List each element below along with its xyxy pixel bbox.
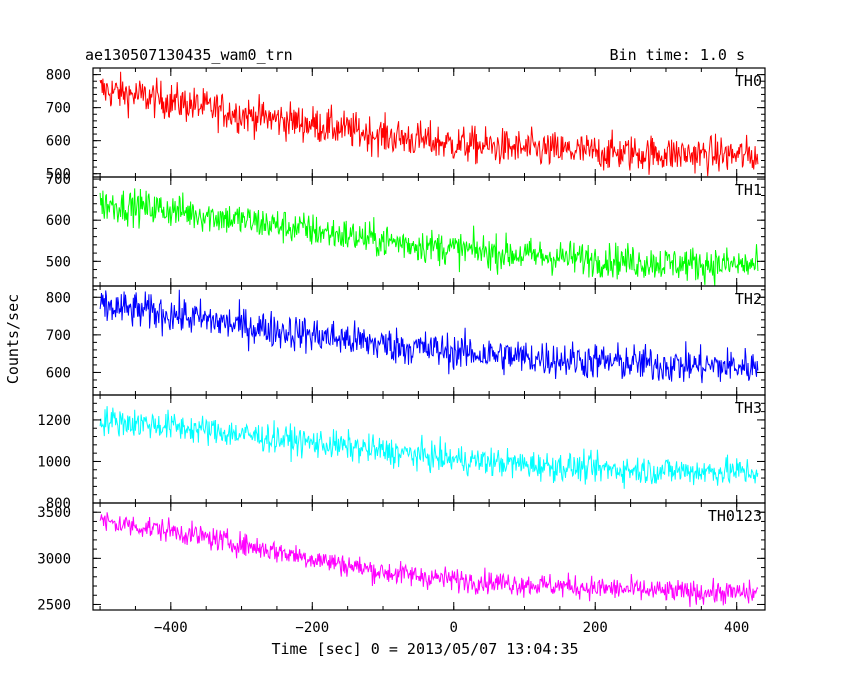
y-tick-label: 600 [46, 213, 71, 229]
panel-th1: 500 600 700 TH1 [46, 172, 766, 287]
panel-th3: 800 1000 1200 TH3 [37, 394, 766, 512]
y-tick-label: 1000 [37, 454, 71, 470]
y-tick-label: 3000 [37, 551, 71, 567]
x-tick-label: 400 [724, 620, 749, 636]
y-tick-label: 700 [46, 172, 71, 188]
series-th1 [99, 188, 759, 286]
y-tick-label: 800 [46, 68, 71, 84]
y-tick-label: 1200 [37, 413, 71, 429]
x-tick-label: 200 [583, 620, 608, 636]
x-axis-label: Time [sec] 0 = 2013/05/07 13:04:35 [271, 640, 578, 658]
panels-group: 500 600 700 800 TH0 500 600 700 TH1 600 700 800 TH2 8… [37, 67, 766, 613]
panel-label: TH3 [735, 399, 762, 417]
x-axis-ticks: −400 −200 0 200 400 [154, 620, 749, 636]
panel-label: TH0 [735, 72, 762, 90]
y-tick-label: 600 [46, 365, 71, 381]
y-tick-label: 700 [46, 101, 71, 117]
x-tick-label: 0 [450, 620, 458, 636]
panel-frame [92, 502, 766, 611]
y-tick-label: 600 [46, 134, 71, 150]
y-tick-label: 800 [46, 290, 71, 306]
panel-label: TH1 [735, 181, 762, 199]
y-tick-label: 500 [46, 254, 71, 270]
y-tick-label: 3500 [37, 505, 71, 521]
y-tick-label: 800 [46, 496, 71, 512]
panel-frame [92, 285, 766, 396]
panel-th0: 500 600 700 800 TH0 [46, 67, 766, 183]
y-tick-label: 2500 [37, 597, 71, 613]
panel-th0123: 2500 3000 3500 TH0123 [37, 502, 766, 613]
y-tick-label: 700 [46, 328, 71, 344]
series-th2 [99, 289, 759, 384]
series-th0123 [99, 512, 759, 608]
x-tick-label: −400 [154, 620, 188, 636]
x-tick-label: −200 [295, 620, 329, 636]
y-axis-label: Counts/sec [4, 294, 22, 384]
panel-label: TH0123 [708, 507, 762, 525]
y-tick-label: 500 [46, 167, 71, 183]
bin-time-label: Bin time: 1.0 s [610, 46, 745, 64]
panel-frame [92, 394, 766, 504]
panel-label: TH2 [735, 290, 762, 308]
series-th0 [99, 71, 759, 177]
chart-title: ae130507130435_wam0_trn [85, 46, 293, 64]
panel-th2: 600 700 800 TH2 [46, 285, 766, 396]
series-th3 [99, 406, 759, 489]
